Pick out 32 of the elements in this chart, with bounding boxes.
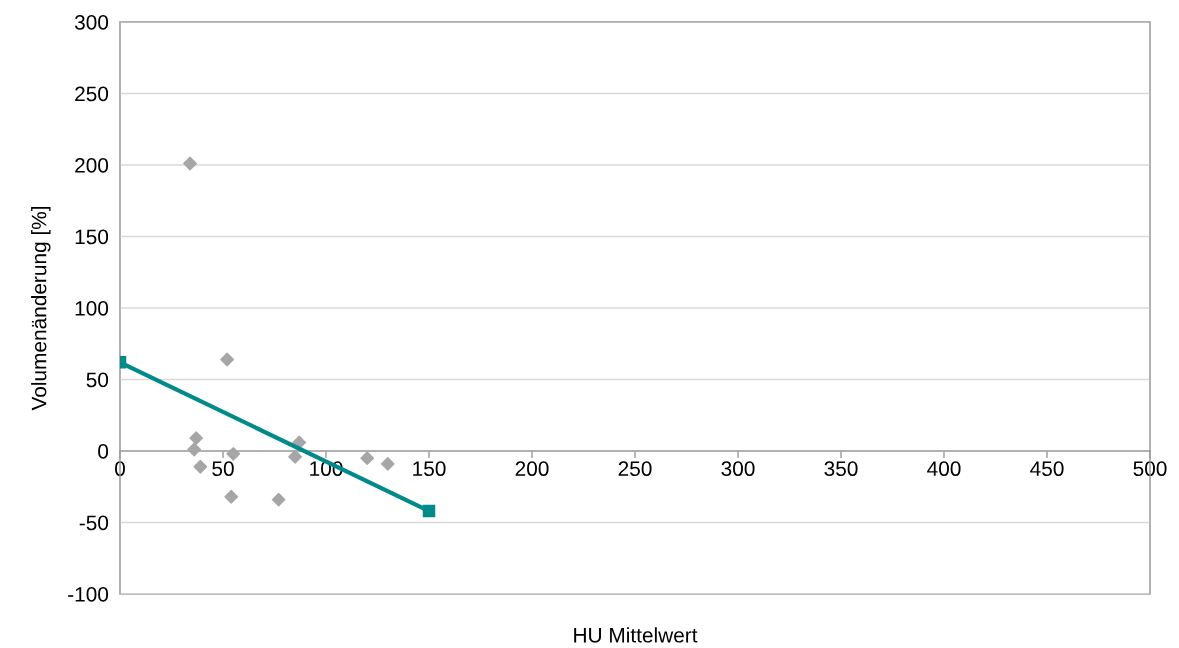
point <box>380 456 395 471</box>
y-tick-label: 150 <box>75 229 109 245</box>
point <box>224 489 239 504</box>
y-axis-title: Volumenänderung [%] <box>31 206 51 411</box>
point <box>271 492 286 507</box>
x-tick-label: 250 <box>618 461 652 477</box>
point <box>226 446 241 461</box>
x-tick-label: 0 <box>115 461 125 477</box>
point <box>183 156 197 171</box>
x-axis-title: HU Mittelwert <box>574 627 698 643</box>
y-tick-label: 0 <box>98 444 109 459</box>
y-tick-label: 250 <box>75 86 109 102</box>
x-tick-label: 400 <box>927 461 961 477</box>
x-tick-label: 150 <box>413 461 446 477</box>
point <box>189 431 204 446</box>
point <box>187 442 202 457</box>
x-tick-label: 500 <box>1133 461 1167 477</box>
y-tick-label: -50 <box>79 515 109 531</box>
y-tick-label: 300 <box>74 15 109 30</box>
x-tick-label: 350 <box>824 461 858 477</box>
point <box>193 459 208 474</box>
y-tick-label: 50 <box>86 372 109 388</box>
x-tick-label: 200 <box>515 461 549 477</box>
y-tick-label: -100 <box>68 587 109 602</box>
point <box>220 352 235 367</box>
point <box>360 451 375 466</box>
x-tick-label: 300 <box>721 461 755 477</box>
y-tick-label: 200 <box>75 158 109 173</box>
x-tick-label: 450 <box>1030 461 1064 477</box>
point <box>288 449 303 464</box>
y-tick-label: 100 <box>75 301 109 316</box>
x-tick-label: 50 <box>212 461 234 477</box>
